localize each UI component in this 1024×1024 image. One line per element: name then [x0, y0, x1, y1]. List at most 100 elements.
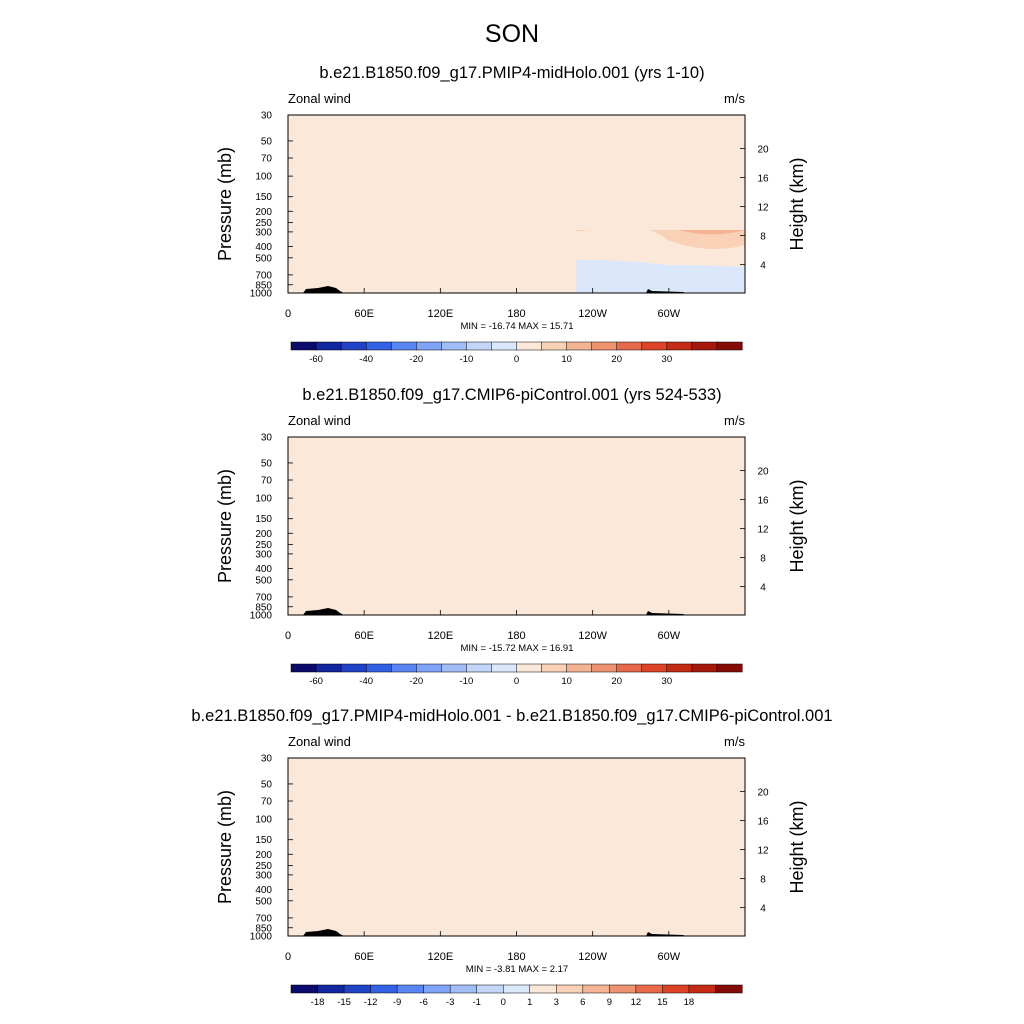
pressure-tick-label: 150 [255, 514, 272, 525]
pressure-tick-label: 150 [255, 835, 272, 846]
pressure-tick-label: 200 [255, 207, 272, 218]
height-tick-label: 16 [757, 174, 769, 185]
colorbar-label: -60 [309, 676, 323, 687]
longitude-tick-label: 60E [354, 630, 374, 642]
longitude-tick-label: 180 [507, 951, 525, 963]
colorbar-box [365, 663, 392, 673]
panel-right-label: m/s [724, 413, 745, 428]
colorbar-box [466, 663, 492, 673]
colorbar-label: 1 [527, 997, 532, 1008]
panel-right-label: m/s [724, 91, 745, 106]
colorbar-label: 6 [580, 997, 585, 1008]
panel-title: b.e21.B1850.f09_g17.PMIP4-midHolo.001 - … [191, 707, 832, 725]
colorbar-label: -15 [337, 997, 351, 1008]
colorbar-box [365, 341, 392, 351]
longitude-axis: 0 60E 120E 180 120W 60W [285, 610, 681, 642]
pressure-tick-label: 850 [255, 280, 272, 291]
pressure-tick-label: 400 [255, 885, 272, 896]
longitude-tick-label: 60E [354, 308, 374, 320]
colorbar-box [716, 341, 743, 351]
colorbar-label: -9 [393, 997, 401, 1008]
colorbar-label: 20 [611, 676, 622, 687]
colorbar-label: -3 [446, 997, 454, 1008]
height-tick-label: 12 [757, 525, 769, 536]
colorbar-box [635, 984, 663, 994]
min-max-label: MIN = -3.81 MAX = 2.17 [466, 964, 568, 975]
longitude-tick-label: 60W [658, 308, 681, 320]
min-max-label: MIN = -16.74 MAX = 15.71 [460, 321, 573, 332]
colorbar-box [423, 984, 451, 994]
colorbar-label: -20 [409, 676, 423, 687]
longitude-tick-label: 0 [285, 951, 291, 963]
height-tick-label: 16 [757, 817, 769, 828]
panel-left-label: Zonal wind [288, 91, 351, 106]
longitude-axis: 0 60E 120E 180 120W 60W [285, 288, 681, 320]
colorbar-box [691, 341, 718, 351]
pressure-tick-label: 300 [255, 549, 272, 560]
colorbar-label: 15 [657, 997, 668, 1008]
pressure-tick-label: 100 [255, 494, 272, 505]
height-axis: 20 16 12 8 4 [740, 788, 769, 915]
plot-background [288, 115, 745, 293]
colorbar-label: -12 [364, 997, 378, 1008]
colorbar-box [315, 663, 342, 673]
longitude-tick-label: 120W [578, 630, 607, 642]
colorbar-label: -20 [409, 354, 423, 365]
colorbar-box [502, 984, 531, 994]
colorbar-box [449, 984, 478, 994]
pressure-tick-label: 850 [255, 923, 272, 934]
pressure-tick-label: 1000 [250, 289, 273, 300]
pressure-tick-label: 400 [255, 242, 272, 253]
pressure-tick-label: 250 [255, 861, 272, 872]
colorbar: -18 -15 -12 -9 -6 -3 -1 0 1 3 6 9 12 15 18 [290, 984, 743, 1008]
pressure-axis-title: Pressure (mb) [215, 790, 235, 904]
pressure-tick-label: 500 [255, 575, 272, 586]
pressure-axis-title: Pressure (mb) [215, 147, 235, 261]
colorbar-box [616, 341, 643, 351]
colorbar-box [390, 663, 417, 673]
height-tick-label: 12 [757, 203, 769, 214]
longitude-tick-label: 180 [507, 630, 525, 642]
colorbar-box [290, 341, 317, 351]
terrain-africa [303, 286, 344, 293]
height-tick-label: 20 [757, 467, 769, 478]
pressure-tick-label: 70 [261, 154, 273, 165]
height-axis-title: Height (km) [787, 157, 807, 250]
colorbar-box [340, 663, 367, 673]
pressure-tick-label: 100 [255, 172, 272, 183]
colorbar-box [566, 341, 593, 351]
colorbar-box [416, 663, 442, 673]
contour-region [678, 230, 745, 235]
colorbar-box [396, 984, 425, 994]
panel-3: b.e21.B1850.f09_g17.PMIP4-midHolo.001 - … [191, 707, 832, 1008]
pressure-tick-label: 100 [255, 815, 272, 826]
colorbar-box [315, 341, 342, 351]
longitude-tick-label: 0 [285, 308, 291, 320]
longitude-tick-label: 60W [658, 630, 681, 642]
pressure-tick-label: 30 [261, 754, 273, 765]
colorbar-box [616, 663, 643, 673]
colorbar-label: -10 [460, 676, 474, 687]
pressure-tick-label: 30 [261, 433, 273, 444]
longitude-tick-label: 120E [427, 630, 453, 642]
longitude-axis: 0 60E 120E 180 120W 60W [285, 931, 681, 963]
height-axis: 20 16 12 8 4 [740, 467, 769, 594]
height-axis-title: Height (km) [787, 479, 807, 572]
pressure-tick-label: 200 [255, 529, 272, 540]
colorbar-label: 0 [501, 997, 506, 1008]
panel-title: b.e21.B1850.f09_g17.PMIP4-midHolo.001 (y… [319, 64, 704, 82]
pressure-tick-label: 250 [255, 540, 272, 551]
pressure-tick-label: 50 [261, 458, 273, 469]
pressure-tick-label: 700 [255, 270, 272, 281]
colorbar-box [716, 663, 743, 673]
colorbar-label: 20 [611, 354, 622, 365]
pressure-tick-label: 700 [255, 913, 272, 924]
colorbar-box [691, 663, 718, 673]
pressure-tick-label: 250 [255, 218, 272, 229]
figure-title: SON [484, 20, 540, 48]
pressure-tick-label: 700 [255, 592, 272, 603]
terrain [303, 929, 686, 936]
colorbar-box [290, 663, 317, 673]
